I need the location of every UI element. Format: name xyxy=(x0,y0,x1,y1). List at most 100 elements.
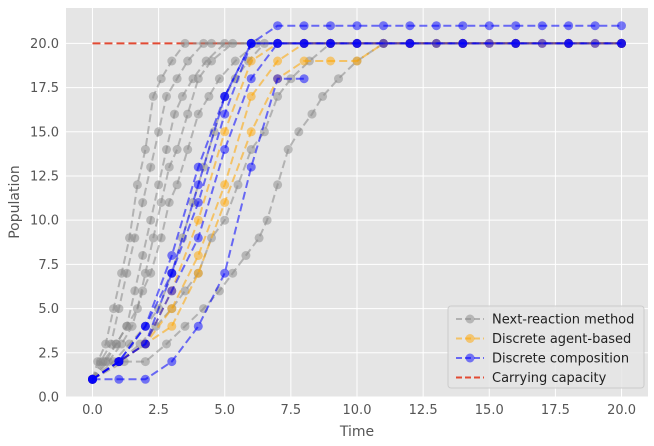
series-line xyxy=(91,24,622,381)
legend-marker xyxy=(465,314,475,324)
data-point xyxy=(193,215,203,225)
data-point xyxy=(230,56,240,66)
y-tick-label: 12.5 xyxy=(30,169,59,184)
data-point xyxy=(458,21,468,31)
data-point xyxy=(180,321,190,331)
data-point xyxy=(88,374,97,384)
data-point xyxy=(193,180,203,190)
data-point xyxy=(299,74,309,84)
data-point xyxy=(273,91,283,101)
data-point xyxy=(167,357,177,367)
data-point xyxy=(140,145,150,154)
data-point xyxy=(180,38,190,48)
data-point xyxy=(246,56,256,66)
data-point xyxy=(220,38,230,48)
x-tick-label: 10.0 xyxy=(343,403,372,418)
x-tick-label: 17.5 xyxy=(541,403,570,418)
y-axis-label: Population xyxy=(7,165,23,239)
x-tick-label: 20.0 xyxy=(607,403,636,418)
x-tick-label: 0.0 xyxy=(82,403,103,418)
data-point xyxy=(246,145,256,154)
data-point xyxy=(146,215,156,225)
data-point xyxy=(193,268,203,278)
data-point xyxy=(484,21,494,31)
x-axis-ticks: 0.0 2.5 5.0 7.5 10.0 12.5 15.0 17.5 20.0 xyxy=(82,403,636,418)
data-point xyxy=(379,21,388,31)
data-point xyxy=(299,56,309,66)
series-line xyxy=(91,42,622,380)
data-point xyxy=(140,374,150,384)
data-point xyxy=(220,198,230,207)
data-point xyxy=(262,215,272,225)
y-tick-label: 17.5 xyxy=(30,81,59,96)
data-point xyxy=(167,321,177,331)
data-point xyxy=(167,56,177,66)
data-point xyxy=(273,21,283,31)
x-tick-label: 5.0 xyxy=(214,403,235,418)
data-point xyxy=(193,198,203,207)
data-point xyxy=(458,38,468,48)
data-point xyxy=(246,127,256,137)
data-point xyxy=(405,38,415,48)
data-point xyxy=(220,268,230,278)
y-tick-label: 0.0 xyxy=(38,391,59,406)
data-point xyxy=(170,109,179,119)
data-point xyxy=(299,38,309,48)
data-point xyxy=(220,180,230,190)
x-axis-label: Time xyxy=(339,424,374,440)
data-point xyxy=(148,233,158,243)
data-point xyxy=(193,74,203,84)
data-point xyxy=(431,21,441,31)
data-point xyxy=(154,127,164,137)
series-discrete-composition xyxy=(88,74,309,384)
legend-item: Discrete composition xyxy=(456,352,629,367)
data-point xyxy=(117,339,127,349)
legend-item: Discrete agent-based xyxy=(456,332,631,347)
data-point xyxy=(283,145,293,154)
data-point xyxy=(307,109,317,119)
data-point xyxy=(511,21,521,31)
data-point xyxy=(564,38,574,48)
data-point xyxy=(130,233,140,243)
data-point xyxy=(326,21,335,31)
legend-label: Discrete composition xyxy=(492,352,629,367)
data-point xyxy=(180,286,190,296)
data-point xyxy=(352,21,362,31)
data-point xyxy=(162,145,171,154)
data-point xyxy=(130,286,140,296)
series-discrete-composition xyxy=(88,21,626,384)
data-point xyxy=(564,21,574,31)
legend-label: Next-reaction method xyxy=(492,313,634,328)
data-point xyxy=(405,21,415,31)
data-point xyxy=(214,74,224,84)
data-point xyxy=(537,21,547,31)
data-point xyxy=(164,198,174,207)
y-tick-label: 10.0 xyxy=(30,214,59,229)
legend-label: Carrying capacity xyxy=(492,371,607,386)
x-tick-label: 2.5 xyxy=(148,403,169,418)
y-tick-label: 2.5 xyxy=(38,346,59,361)
data-point xyxy=(246,38,256,48)
data-point xyxy=(617,38,626,48)
data-point xyxy=(228,38,238,48)
data-point xyxy=(617,21,626,31)
data-point xyxy=(177,91,187,101)
data-point xyxy=(352,38,362,48)
data-point xyxy=(140,321,150,331)
data-point xyxy=(273,38,283,48)
data-point xyxy=(193,251,203,260)
data-point xyxy=(127,321,137,331)
legend-label: Discrete agent-based xyxy=(492,332,631,347)
data-point xyxy=(220,91,230,101)
data-point xyxy=(273,74,283,84)
data-point xyxy=(183,145,193,154)
x-tick-label: 12.5 xyxy=(409,403,438,418)
data-point xyxy=(138,286,148,296)
data-point xyxy=(193,162,203,172)
data-point xyxy=(146,268,156,278)
data-point xyxy=(334,74,343,84)
y-tick-label: 20.0 xyxy=(30,37,59,52)
legend: Next-reaction method Discrete agent-based… xyxy=(447,305,645,389)
data-point xyxy=(114,357,124,367)
legend-item: Next-reaction method xyxy=(456,313,634,328)
